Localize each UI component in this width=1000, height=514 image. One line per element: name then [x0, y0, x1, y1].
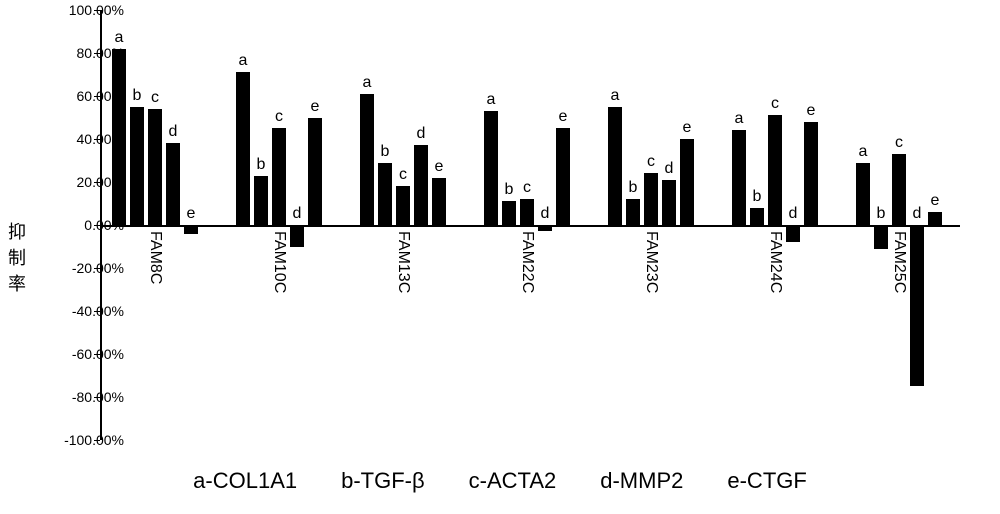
bar-letter-label: e — [931, 192, 940, 210]
bar — [856, 163, 870, 225]
category-label: FAM24C — [766, 231, 784, 293]
bar-letter-label: d — [665, 160, 674, 178]
bar — [360, 94, 374, 225]
bar — [892, 154, 906, 225]
bar — [502, 201, 516, 225]
y-tick-label: 80.00% — [54, 45, 124, 61]
bar — [254, 176, 268, 225]
bar — [130, 107, 144, 225]
y-tick-label: -20.00% — [54, 260, 124, 276]
y-tick-label: 100.00% — [54, 2, 124, 18]
bar-letter-label: e — [435, 158, 444, 176]
plot-area: abcdeFAM8CabcdeFAM10CabcdeFAM13CabcdeFAM… — [100, 10, 970, 440]
bar — [484, 111, 498, 225]
bar — [308, 118, 322, 226]
bar — [378, 163, 392, 225]
bar — [626, 199, 640, 225]
legend-item: d-MMP2 — [600, 468, 683, 493]
bar — [272, 128, 286, 225]
bar-letter-label: e — [311, 98, 320, 116]
bar-letter-label: e — [187, 205, 196, 223]
category-label: FAM8C — [146, 231, 164, 284]
bar-letter-label: a — [735, 110, 744, 128]
category-label: FAM23C — [642, 231, 660, 293]
category-label: FAM25C — [890, 231, 908, 293]
category-label: FAM22C — [518, 231, 536, 293]
bar-letter-label: e — [807, 102, 816, 120]
bar-letter-label: d — [541, 205, 550, 223]
bar-letter-label: b — [877, 205, 886, 223]
bar-letter-label: e — [683, 119, 692, 137]
bar — [396, 186, 410, 225]
legend-item: c-ACTA2 — [469, 468, 557, 493]
bar — [556, 128, 570, 225]
bar — [768, 115, 782, 225]
bar-letter-label: c — [523, 179, 531, 197]
y-tick-label: -100.00% — [54, 432, 124, 448]
y-tick-label: -60.00% — [54, 346, 124, 362]
bar — [750, 208, 764, 225]
bar-letter-label: d — [293, 205, 302, 223]
bar — [680, 139, 694, 225]
bar — [432, 178, 446, 225]
bar — [414, 145, 428, 225]
bar-letter-label: d — [417, 125, 426, 143]
bar-letter-label: d — [789, 205, 798, 223]
bar — [236, 72, 250, 225]
legend-row: a-COL1A1 b-TGF-β c-ACTA2 d-MMP2 e-CTGF — [0, 468, 1000, 494]
bar-letter-label: b — [753, 188, 762, 206]
bar — [732, 130, 746, 225]
legend-item: a-COL1A1 — [193, 468, 297, 493]
bar — [928, 212, 942, 225]
bar — [608, 107, 622, 225]
bar-letter-label: b — [257, 156, 266, 174]
legend-item: e-CTGF — [727, 468, 806, 493]
y-tick-label: -40.00% — [54, 303, 124, 319]
bar-letter-label: c — [275, 108, 283, 126]
bar — [148, 109, 162, 225]
bar-letter-label: a — [859, 143, 868, 161]
bar-letter-label: b — [505, 181, 514, 199]
bar-letter-label: a — [115, 29, 124, 47]
bar-letter-label: d — [169, 123, 178, 141]
category-label: FAM10C — [270, 231, 288, 293]
bar-letter-label: b — [629, 179, 638, 197]
bar-letter-label: b — [381, 143, 390, 161]
bar-letter-label: d — [913, 205, 922, 223]
bar-letter-label: a — [611, 87, 620, 105]
bar — [786, 225, 800, 242]
bar-letter-label: c — [151, 89, 159, 107]
x-axis-zero — [100, 225, 960, 227]
y-tick-label: 20.00% — [54, 174, 124, 190]
bar-letter-label: a — [487, 91, 496, 109]
bar — [166, 143, 180, 225]
y-tick-label: 40.00% — [54, 131, 124, 147]
bar — [184, 225, 198, 234]
bar-letter-label: b — [133, 87, 142, 105]
bar — [538, 225, 552, 231]
bar — [874, 225, 888, 249]
y-tick-label: 0.00% — [54, 217, 124, 233]
bar — [662, 180, 676, 225]
bar-letter-label: c — [399, 166, 407, 184]
bar-letter-label: c — [647, 153, 655, 171]
y-tick-label: 60.00% — [54, 88, 124, 104]
bar-letter-label: c — [895, 134, 903, 152]
legend-item: b-TGF-β — [341, 468, 425, 493]
y-tick-label: -80.00% — [54, 389, 124, 405]
bar — [804, 122, 818, 225]
bar-letter-label: c — [771, 95, 779, 113]
bar — [644, 173, 658, 225]
y-axis-label: 抑制率 — [8, 218, 28, 296]
bar-letter-label: e — [559, 108, 568, 126]
category-label: FAM13C — [394, 231, 412, 293]
bar-letter-label: a — [239, 52, 248, 70]
bar — [520, 199, 534, 225]
chart-container: 抑制率 abcdeFAM8CabcdeFAM10CabcdeFAM13Cabcd… — [0, 0, 1000, 514]
bar — [910, 225, 924, 386]
bar-letter-label: a — [363, 74, 372, 92]
bar — [290, 225, 304, 247]
